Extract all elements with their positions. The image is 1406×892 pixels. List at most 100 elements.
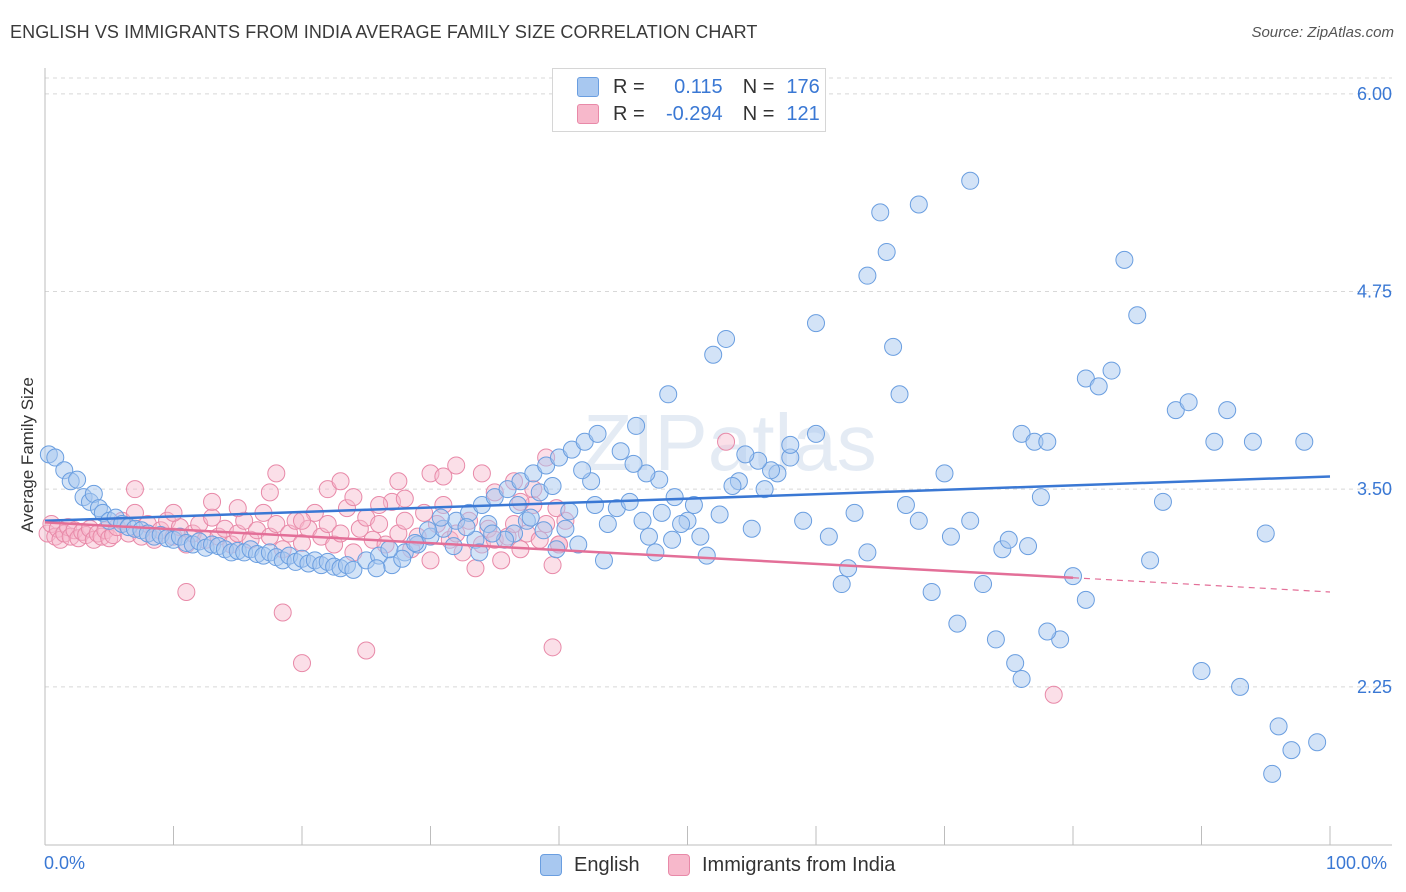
data-point-english [974, 575, 993, 594]
bottom-legend-india[interactable]: Immigrants from India [668, 852, 895, 878]
legend-row-english: R = 0.115 N = 176 [577, 75, 820, 99]
data-point-english [717, 329, 736, 348]
data-point-english [1019, 537, 1038, 556]
data-point-english [624, 454, 643, 473]
source-label: Source: ZipAtlas.com [1251, 24, 1394, 41]
data-point-india [344, 488, 363, 507]
data-point-english [367, 559, 386, 578]
data-point-india [293, 654, 311, 673]
data-point-english [755, 480, 774, 499]
data-point-english [344, 560, 363, 579]
data-point-english [986, 630, 1005, 649]
data-point-english [1012, 424, 1031, 443]
data-point-english [556, 519, 575, 538]
legend-n-value: 176 [786, 75, 820, 98]
legend-n-label: N = [742, 75, 775, 98]
data-point-english [457, 518, 476, 537]
data-point-english [1102, 361, 1121, 380]
data-point-english [637, 464, 656, 483]
y-tick-label: 2.25 [1357, 677, 1392, 697]
data-point-india [370, 514, 389, 533]
data-point-english [1038, 622, 1057, 641]
data-point-india [357, 641, 376, 660]
data-point-india [395, 489, 414, 508]
data-point-english [845, 503, 864, 522]
data-point-english [560, 502, 579, 521]
data-point-english [909, 511, 928, 530]
data-point-india [543, 638, 562, 657]
trend-line-english [44, 475, 1331, 523]
data-point-english [896, 495, 915, 514]
data-point-india [370, 495, 389, 514]
data-point-english [1006, 654, 1025, 673]
data-point-english [639, 527, 658, 546]
data-point-english [1192, 662, 1211, 681]
data-point-english [1263, 764, 1282, 783]
data-point-english [1141, 551, 1160, 570]
data-point-english [1076, 369, 1095, 388]
data-point-english [611, 442, 630, 461]
data-point-english [652, 503, 671, 522]
data-point-english [521, 508, 540, 527]
data-point-english [832, 575, 851, 594]
data-point-english [1269, 717, 1288, 736]
data-point-english [704, 345, 723, 364]
data-point-india [228, 499, 247, 518]
data-point-english [948, 614, 967, 633]
data-point-english [691, 527, 710, 546]
data-point-india [395, 511, 414, 530]
data-point-english [1031, 488, 1050, 507]
series-english [39, 171, 1327, 783]
data-point-english [543, 477, 562, 496]
data-point-english [483, 524, 502, 543]
y-tick-label: 4.75 [1357, 281, 1392, 301]
data-point-india [492, 551, 511, 570]
data-point-english [1128, 306, 1147, 325]
bottom-legend-label-english: English [574, 853, 640, 876]
data-point-english [742, 519, 761, 538]
trend-line-india-extrapolated [1072, 577, 1331, 593]
data-point-english [961, 511, 980, 530]
data-point-english [569, 535, 588, 554]
data-point-english [941, 527, 960, 546]
data-point-india [1044, 685, 1063, 704]
data-point-english [550, 448, 568, 467]
legend-swatch-english [577, 77, 599, 97]
data-point-english [511, 472, 530, 491]
legend-r-value: 0.115 [674, 75, 723, 98]
data-point-english [909, 195, 928, 214]
data-point-india [203, 508, 222, 527]
data-point-english [819, 527, 838, 546]
data-point-english [1295, 432, 1314, 451]
data-point-india [318, 514, 337, 533]
bottom-legend-english[interactable]: English [540, 852, 640, 878]
data-point-english [562, 440, 581, 459]
data-point-india [203, 492, 222, 511]
data-point-english [598, 514, 617, 533]
data-point-english [1308, 733, 1327, 752]
data-point-english [1038, 432, 1057, 451]
data-point-india [466, 559, 485, 578]
data-point-english [672, 514, 691, 533]
data-point-india [177, 582, 196, 601]
trend-line-india [44, 521, 1074, 579]
data-point-english [858, 543, 877, 562]
legend-r-label: R = [613, 75, 645, 98]
data-point-english [839, 559, 858, 578]
data-point-english [807, 424, 825, 443]
trend-lines [44, 475, 1331, 593]
data-point-india [273, 603, 292, 622]
data-point-india [350, 519, 369, 538]
data-point-english [470, 543, 489, 562]
data-point-english [393, 549, 412, 568]
data-point-english [1243, 432, 1262, 451]
legend-r-label: R = [613, 102, 645, 125]
data-point-english [380, 540, 399, 559]
data-point-english [498, 480, 517, 499]
data-point-english [781, 435, 800, 454]
legend-swatch-india [577, 104, 599, 124]
data-point-english [884, 337, 903, 356]
y-tick-label: 3.50 [1357, 479, 1392, 499]
data-point-english [444, 537, 463, 556]
